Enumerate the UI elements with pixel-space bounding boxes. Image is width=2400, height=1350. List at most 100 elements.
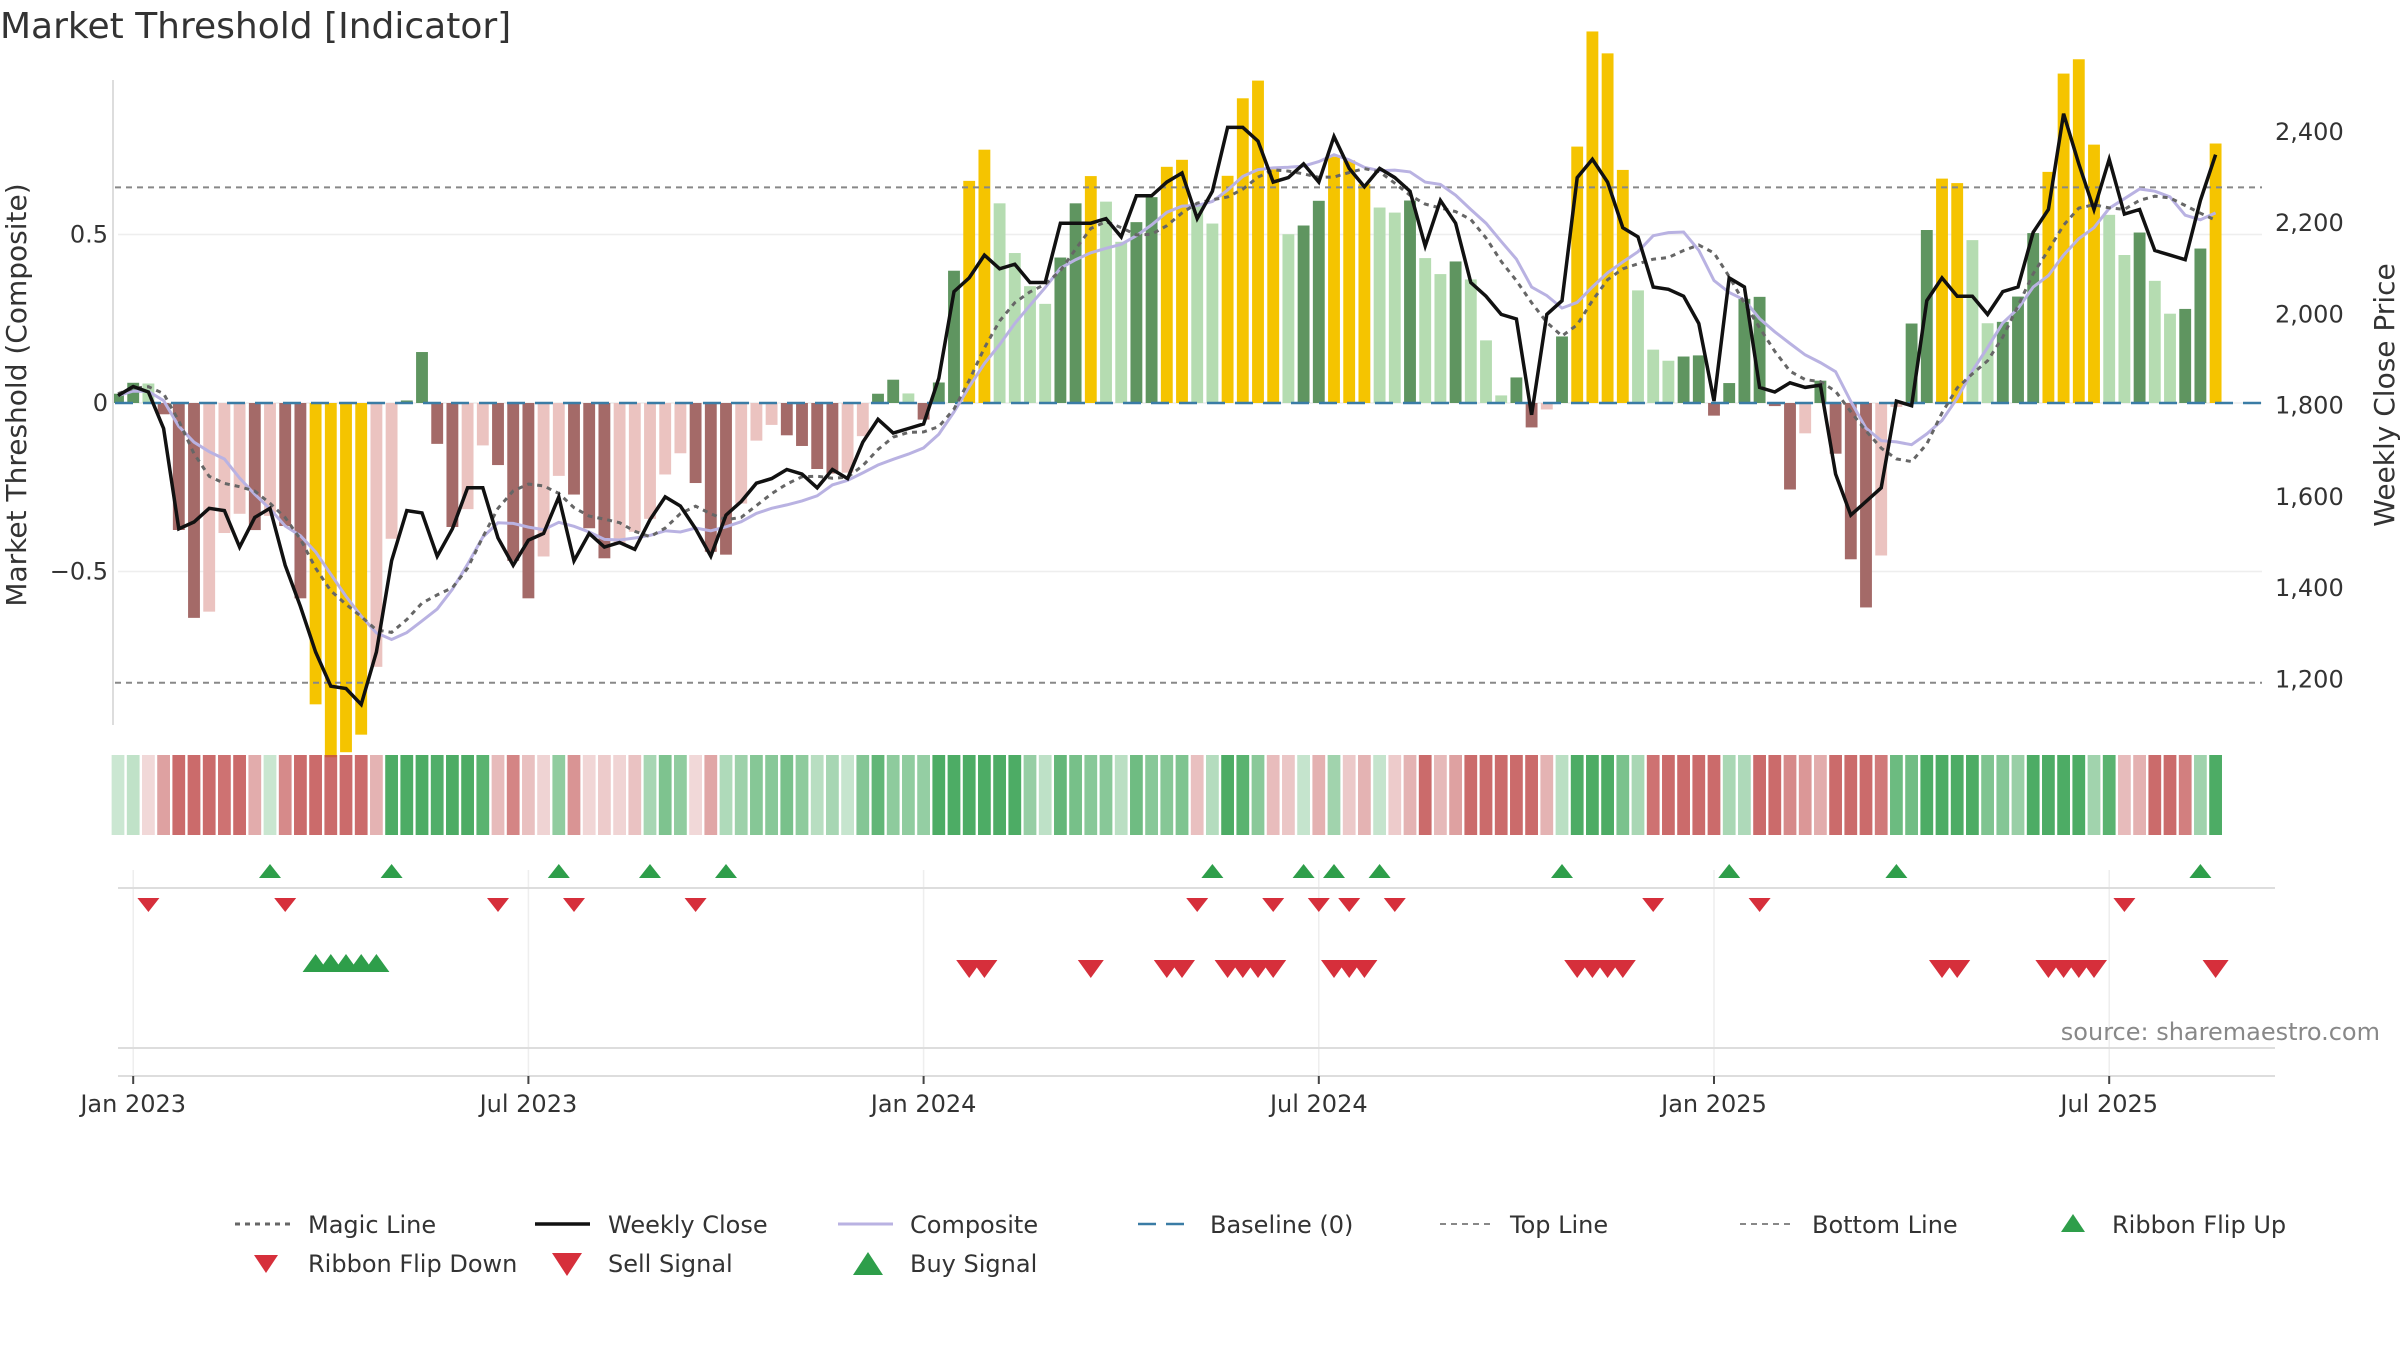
composite-bar-77 — [1282, 234, 1295, 403]
composite-bar-40 — [720, 403, 732, 555]
ribbon-cell-16 — [354, 755, 368, 835]
ribbon-cell-2 — [142, 755, 155, 835]
legend-sell-signal-label: Sell Signal — [608, 1250, 733, 1278]
legend: Magic Line Weekly Close Composite Baseli… — [235, 1211, 2286, 1278]
sell-signal-marker-17 — [1944, 960, 1971, 978]
composite-bar-15 — [340, 403, 352, 753]
ribbon-cell-96 — [1570, 755, 1584, 835]
ribbon-flip-down-marker-11 — [1748, 898, 1771, 912]
composite-bar-20 — [416, 352, 428, 403]
composite-bar-118 — [1905, 323, 1918, 403]
composite-bar-124 — [1996, 321, 2009, 403]
ribbon-cell-18 — [385, 755, 398, 835]
composite-bar-22 — [446, 403, 459, 527]
legend-ribbon-flip-up-swatch — [2061, 1214, 2085, 1232]
composite-bar-115 — [1860, 403, 1872, 608]
ribbon-cell-33 — [613, 755, 626, 835]
composite-bar-78 — [1297, 225, 1310, 403]
composite-bar-137 — [2194, 248, 2207, 403]
composite-bar-7 — [218, 403, 231, 534]
ribbon-cell-109 — [1768, 755, 1782, 835]
ribbon-flip-up-marker-8 — [1368, 864, 1391, 878]
ribbon-cell-51 — [886, 755, 900, 835]
composite-bar-62 — [1054, 257, 1067, 403]
composite-bar-84 — [1388, 212, 1401, 403]
x-tick-label-0: Jan 2023 — [78, 1090, 186, 1118]
legend-ribbon-flip-down: Ribbon Flip Down — [254, 1250, 517, 1278]
ribbon-cell-46 — [810, 755, 824, 835]
composite-bar-56 — [963, 180, 976, 403]
composite-bar-19 — [400, 400, 413, 403]
ribbon-cell-31 — [582, 755, 596, 835]
right-tick-label-1: 2,200 — [2275, 209, 2344, 237]
ribbon-cell-55 — [947, 755, 961, 835]
ribbon-flip-markers — [137, 864, 2212, 912]
right-tick-label-6: 1,200 — [2275, 665, 2344, 693]
ribbon-flip-up-marker-7 — [1323, 864, 1345, 878]
magic-line — [117, 167, 2217, 634]
composite-bar-126 — [2027, 233, 2040, 403]
right-tick-label-4: 1,600 — [2275, 483, 2344, 511]
composite-bar-72 — [1206, 223, 1219, 403]
composite-bar-51 — [887, 379, 900, 403]
left-tick-label-1: 0 — [93, 389, 108, 417]
composite-bar-86 — [1419, 258, 1432, 403]
sell-signal-marker-4 — [1169, 960, 1195, 978]
ribbon-cell-101 — [1646, 755, 1660, 835]
ribbon-cell-99 — [1616, 755, 1630, 835]
ribbon-flip-down-marker-10 — [1642, 898, 1665, 912]
ribbon-cell-117 — [1890, 755, 1903, 835]
composite-bar-76 — [1267, 169, 1280, 403]
ribbon-cell-80 — [1327, 755, 1341, 835]
ribbon-cell-34 — [628, 755, 642, 835]
x-tick-label-2: Jan 2024 — [869, 1090, 977, 1118]
composite-bar-94 — [1540, 403, 1553, 410]
x-tick-label-1: Jul 2023 — [478, 1090, 578, 1118]
ribbon-cell-131 — [2102, 755, 2116, 835]
ribbon-cell-83 — [1373, 755, 1386, 835]
ribbon-cell-127 — [2042, 755, 2055, 835]
ribbon-cell-122 — [1966, 755, 1979, 835]
ribbon-cell-98 — [1601, 755, 1614, 835]
ribbon-cell-47 — [826, 755, 839, 835]
composite-bar-119 — [1920, 230, 1933, 403]
composite-bar-23 — [461, 403, 474, 510]
ribbon-cell-133 — [2133, 755, 2146, 835]
composite-bar-63 — [1069, 203, 1082, 403]
composite-bar-113 — [1829, 403, 1842, 454]
ribbon-cell-67 — [1130, 755, 1143, 835]
composite-bar-3 — [157, 403, 170, 415]
composite-bar-92 — [1510, 377, 1523, 403]
composite-bar-25 — [492, 403, 504, 466]
composite-bar-31 — [583, 403, 596, 529]
legend-sell-signal-swatch — [552, 1253, 582, 1276]
ribbon-cell-48 — [841, 755, 854, 835]
legend-baseline-label: Baseline (0) — [1210, 1211, 1353, 1239]
ribbon-cell-12 — [294, 755, 307, 835]
ribbon-cell-14 — [324, 755, 338, 835]
legend-ribbon-flip-up: Ribbon Flip Up — [2061, 1211, 2286, 1239]
ribbon-cell-124 — [1996, 755, 2010, 835]
composite-bar-50 — [872, 393, 884, 403]
ribbon-cell-93 — [1525, 755, 1538, 835]
ribbon-cell-29 — [552, 755, 566, 835]
composite-bar-65 — [1100, 201, 1112, 403]
ribbon-flip-up-marker-10 — [1718, 864, 1741, 878]
composite-bar-10 — [264, 403, 276, 516]
composite-bar-49 — [856, 403, 869, 437]
composite-bars — [112, 31, 2222, 758]
composite-bar-47 — [826, 403, 839, 474]
left-axis-label: Market Threshold (Composite) — [0, 183, 33, 606]
ribbon-cell-103 — [1677, 755, 1690, 835]
composite-bar-36 — [659, 403, 672, 475]
ribbon-cell-97 — [1586, 755, 1599, 835]
composite-bar-97 — [1586, 31, 1599, 404]
ribbon-flip-down-marker-8 — [1338, 898, 1361, 912]
composite-bar-37 — [674, 403, 687, 454]
composite-bar-108 — [1753, 296, 1766, 403]
ribbon-cell-78 — [1297, 755, 1310, 835]
ribbon-cell-58 — [993, 755, 1006, 835]
ribbon-cell-60 — [1023, 755, 1037, 835]
composite-bar-131 — [2103, 214, 2116, 403]
composite-bar-87 — [1434, 274, 1447, 403]
